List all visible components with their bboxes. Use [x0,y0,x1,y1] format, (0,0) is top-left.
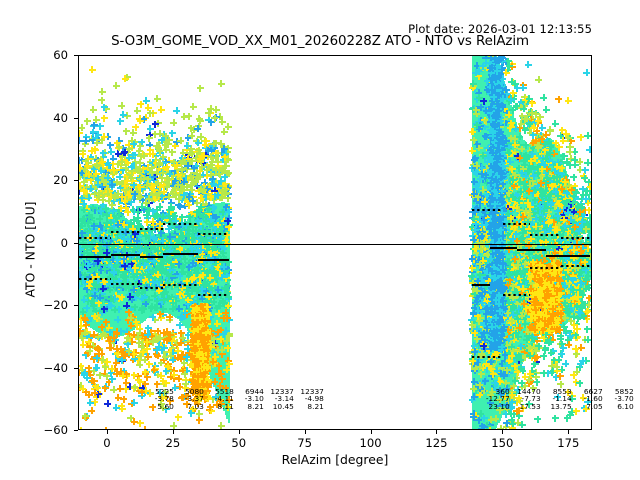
plot-axes-area [78,55,592,430]
data-clip-region [79,56,591,429]
page-title: S-O3M_GOME_VOD_XX_M01_20260228Z ATO - NT… [0,34,640,49]
